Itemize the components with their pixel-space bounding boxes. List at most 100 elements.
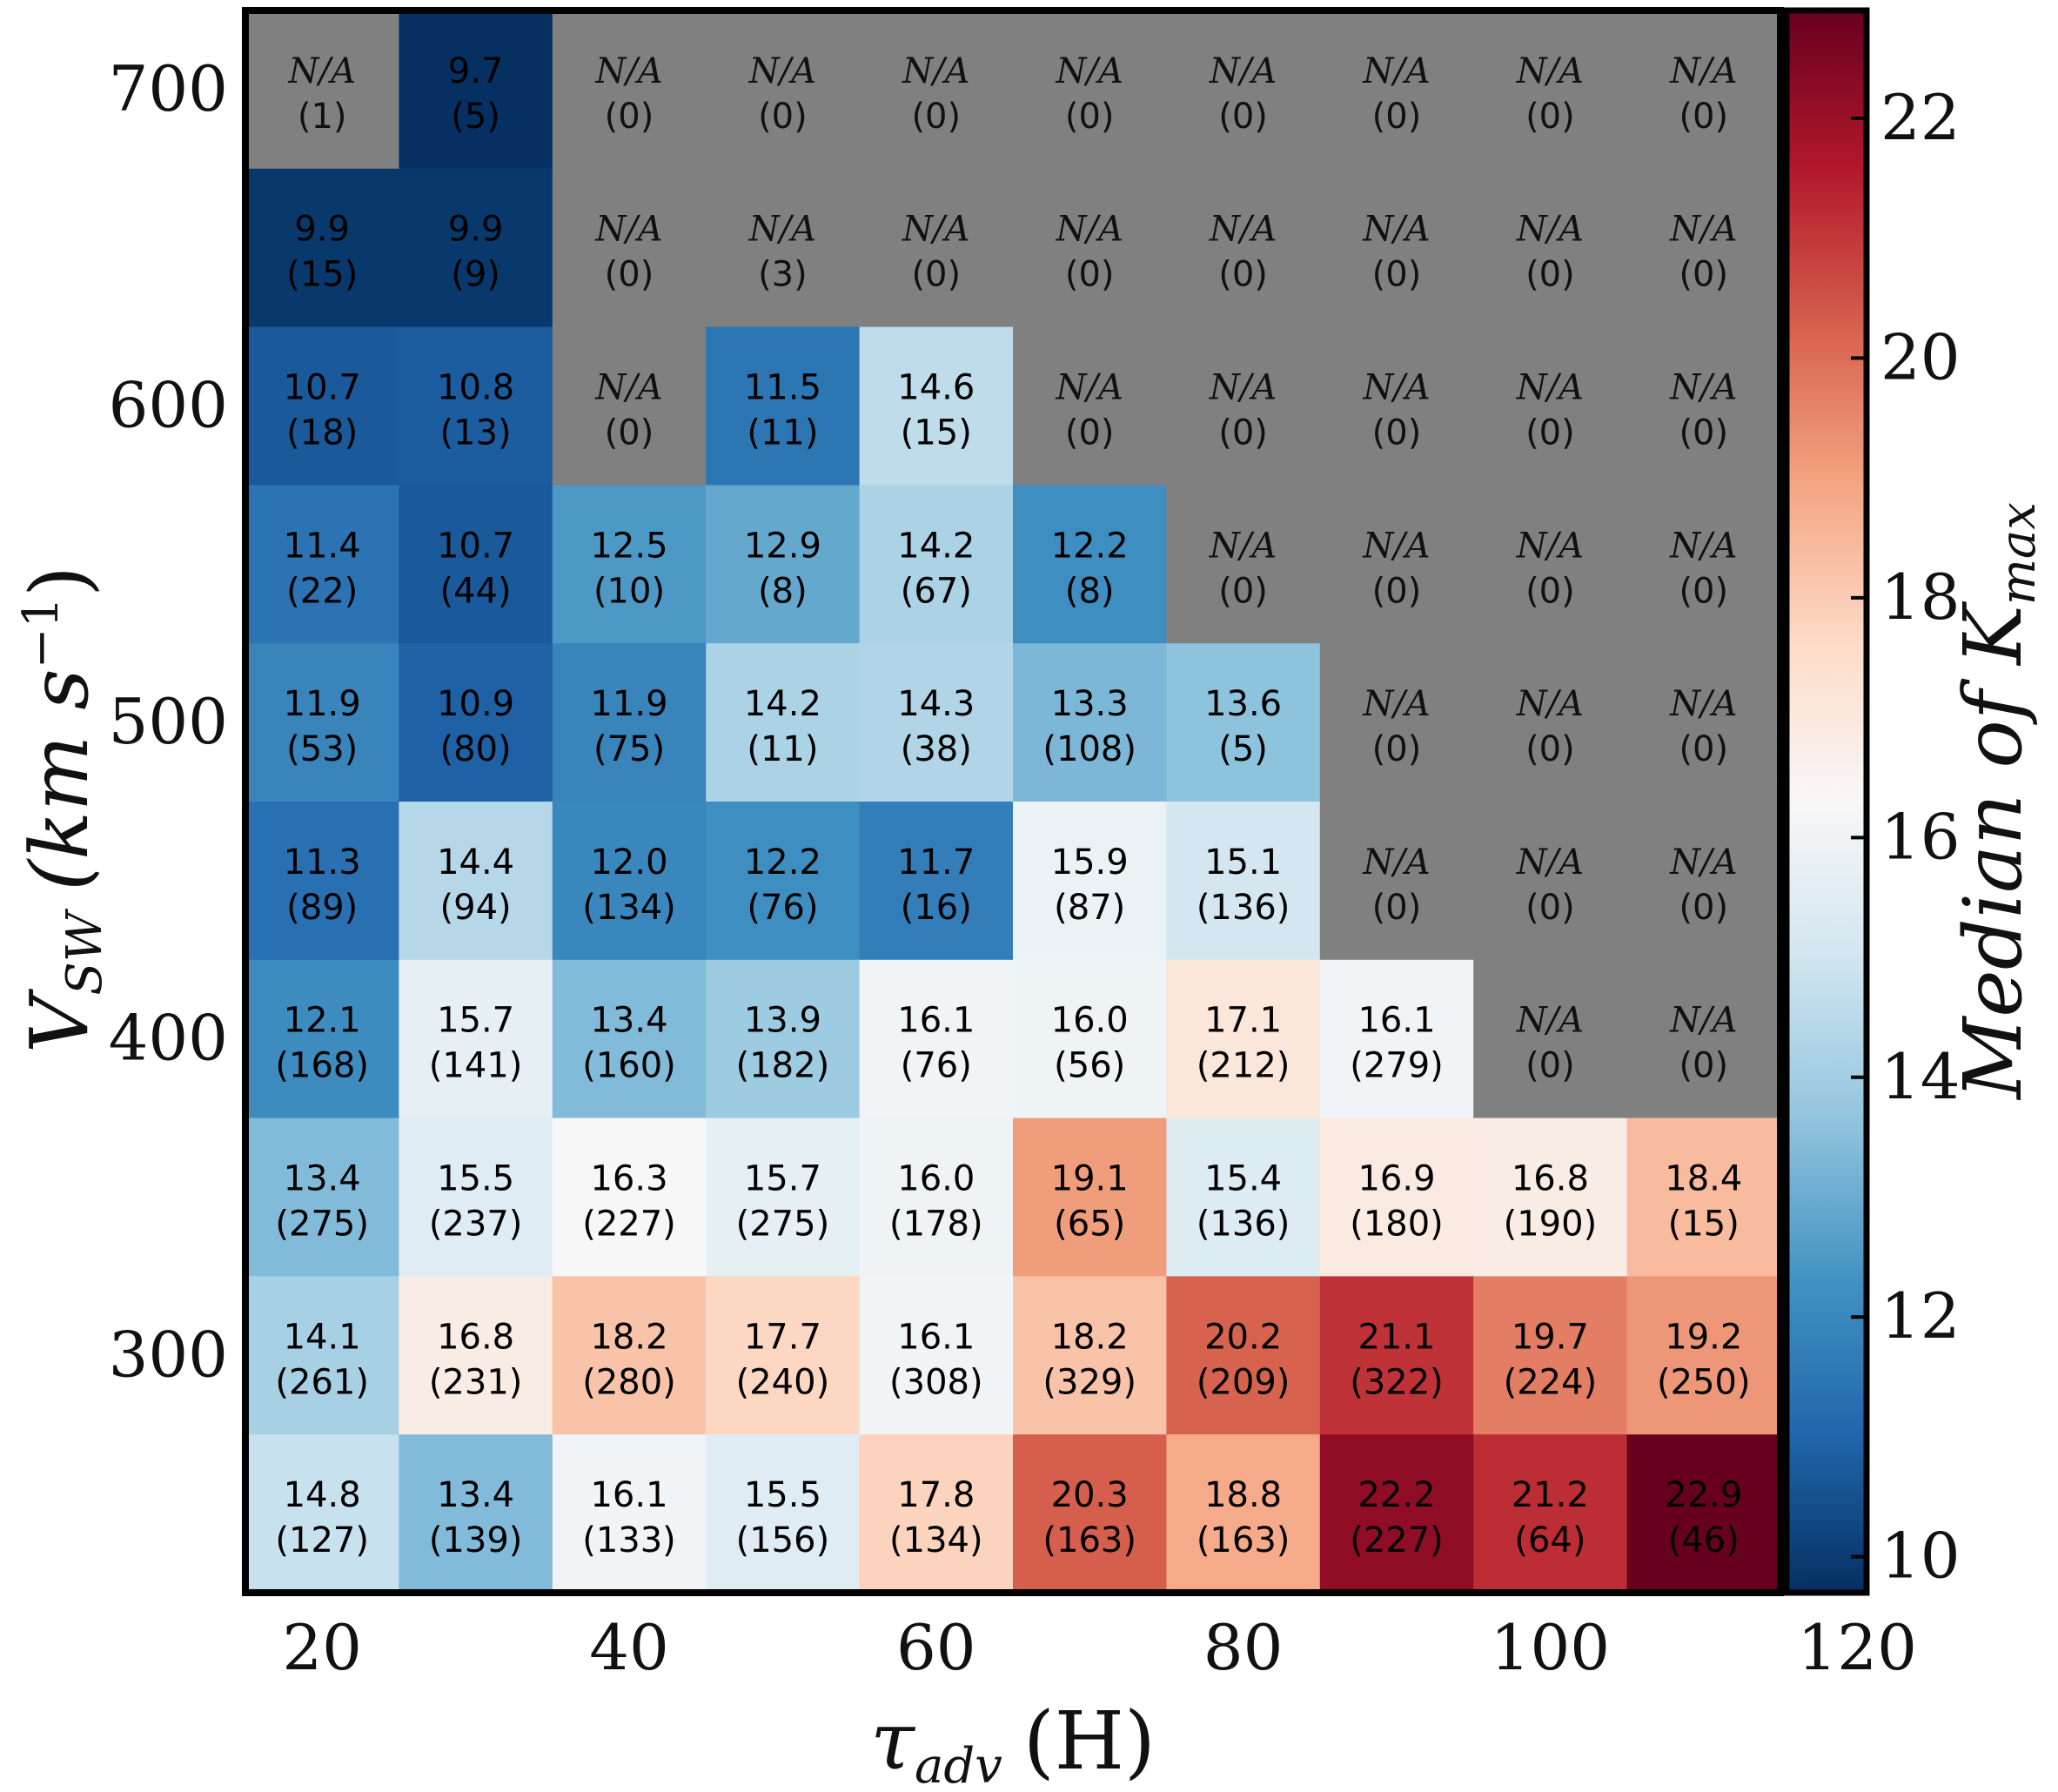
- heatmap-cell: [1626, 1117, 1781, 1277]
- cell-count-label: (76): [747, 888, 818, 928]
- heatmap-cell: [1626, 959, 1781, 1119]
- cell-median-label: N/A: [1516, 526, 1584, 566]
- cell-count-label: (190): [1504, 1205, 1598, 1245]
- cell-median-label: N/A: [748, 51, 816, 91]
- cell-median-label: N/A: [1362, 210, 1430, 250]
- cell-median-label: 13.9: [744, 1001, 821, 1041]
- cell-median-label: N/A: [1669, 842, 1737, 883]
- cell-median-label: 13.4: [437, 1475, 514, 1515]
- cell-median-label: 19.7: [1512, 1317, 1589, 1357]
- cell-count-label: (0): [911, 255, 961, 295]
- cell-median-label: 17.7: [744, 1317, 821, 1357]
- cell-count-label: (280): [582, 1362, 676, 1402]
- heatmap-cell: [859, 1434, 1014, 1594]
- cell-count-label: (133): [582, 1520, 676, 1560]
- heatmap-cell: [1166, 1276, 1321, 1435]
- cell-median-label: N/A: [1669, 1001, 1737, 1041]
- cell-median-label: 14.2: [744, 684, 821, 724]
- heatmap-cell: [1626, 1276, 1781, 1435]
- heatmap-cell: [245, 802, 399, 961]
- heatmap-cell: [706, 168, 861, 328]
- cell-count-label: (180): [1350, 1205, 1444, 1245]
- heatmap-cell: [1013, 643, 1167, 802]
- cell-count-label: (240): [736, 1362, 830, 1402]
- cell-count-label: (0): [1372, 571, 1422, 611]
- heatmap-cell: [706, 802, 861, 961]
- heatmap-cell: [859, 485, 1014, 644]
- heatmap-cell: [245, 10, 399, 170]
- cell-count-label: (0): [1679, 571, 1728, 611]
- cell-median-label: 14.8: [284, 1475, 361, 1515]
- heatmap-cell: [552, 10, 707, 170]
- heatmap-cell: [1013, 168, 1167, 328]
- cell-median-label: 12.5: [590, 526, 667, 566]
- heatmap-cell: [552, 959, 707, 1119]
- heatmap-cell: [1319, 1117, 1474, 1277]
- cell-median-label: N/A: [1362, 526, 1430, 566]
- cell-count-label: (67): [901, 571, 972, 611]
- cell-count-label: (0): [758, 97, 808, 137]
- cell-count-label: (11): [747, 729, 818, 769]
- heatmap-cell: [399, 485, 553, 644]
- heatmap-cell: [1473, 1434, 1628, 1594]
- heatmap-cell: [245, 485, 399, 644]
- cell-count-label: (22): [286, 571, 358, 611]
- cell-median-label: N/A: [1516, 210, 1584, 250]
- y-tick-label: 600: [109, 369, 228, 442]
- cell-count-label: (5): [1218, 729, 1268, 769]
- cell-median-label: 13.4: [284, 1159, 361, 1199]
- heatmap-cell: [399, 802, 553, 961]
- cell-median-label: 12.2: [744, 842, 821, 883]
- cell-count-label: (0): [1679, 1046, 1728, 1086]
- cell-count-label: (0): [1372, 729, 1422, 769]
- cell-count-label: (227): [1350, 1520, 1444, 1560]
- cell-count-label: (89): [286, 888, 358, 928]
- cell-median-label: 16.9: [1357, 1159, 1435, 1199]
- heatmap-cell: [399, 1434, 553, 1594]
- heatmap-cell: [1166, 1434, 1321, 1594]
- cell-median-label: 16.1: [897, 1317, 975, 1357]
- y-axis-title-base: V: [13, 988, 106, 1053]
- cell-median-label: 18.4: [1665, 1159, 1742, 1199]
- cell-median-label: 14.3: [897, 684, 975, 724]
- heatmap-cell: [1319, 326, 1474, 486]
- colorbar-tick-label: 12: [1880, 1279, 1961, 1352]
- cell-median-label: 19.1: [1051, 1159, 1129, 1199]
- x-axis-title-base: τ: [870, 1695, 916, 1788]
- heatmap-cell: [552, 1117, 707, 1277]
- heatmap-cell: [1473, 1117, 1628, 1277]
- cell-median-label: 11.5: [744, 368, 821, 408]
- cell-median-label: 11.3: [284, 842, 361, 883]
- heatmap-cell: [552, 802, 707, 961]
- y-axis-title: VSW (km s−1): [13, 566, 113, 1053]
- heatmap-cell: [1319, 643, 1474, 802]
- colorbar-title-prefix: Median of: [1947, 665, 2040, 1101]
- cell-count-label: (0): [1372, 413, 1422, 453]
- heatmap-cell: [399, 959, 553, 1119]
- cell-count-label: (53): [286, 729, 358, 769]
- heatmap-cell: [1319, 959, 1474, 1119]
- heatmap-cell: [706, 485, 861, 644]
- cell-median-label: N/A: [1056, 368, 1123, 408]
- cell-median-label: 15.4: [1204, 1159, 1282, 1199]
- cell-count-label: (136): [1197, 888, 1290, 928]
- cell-count-label: (8): [758, 571, 808, 611]
- cell-count-label: (136): [1197, 1205, 1290, 1245]
- cell-count-label: (250): [1657, 1362, 1751, 1402]
- heatmap-cell: [706, 1434, 861, 1594]
- cell-median-label: 12.9: [744, 526, 821, 566]
- cell-median-label: N/A: [1362, 51, 1430, 91]
- heatmap-cell: [859, 10, 1014, 170]
- cell-count-label: (5): [451, 97, 500, 137]
- cell-median-label: N/A: [1362, 842, 1430, 883]
- cell-median-label: 20.3: [1051, 1475, 1129, 1515]
- heatmap-cell: [1013, 485, 1167, 644]
- heatmap-cell: [859, 326, 1014, 486]
- cell-count-label: (0): [1218, 413, 1268, 453]
- cell-median-label: N/A: [1209, 368, 1277, 408]
- cell-median-label: N/A: [1362, 684, 1430, 724]
- cell-count-label: (227): [582, 1205, 676, 1245]
- cell-count-label: (0): [1525, 97, 1575, 137]
- colorbar-title-base: K: [1947, 601, 2040, 667]
- y-axis-title-unit-sup: −1: [13, 597, 70, 669]
